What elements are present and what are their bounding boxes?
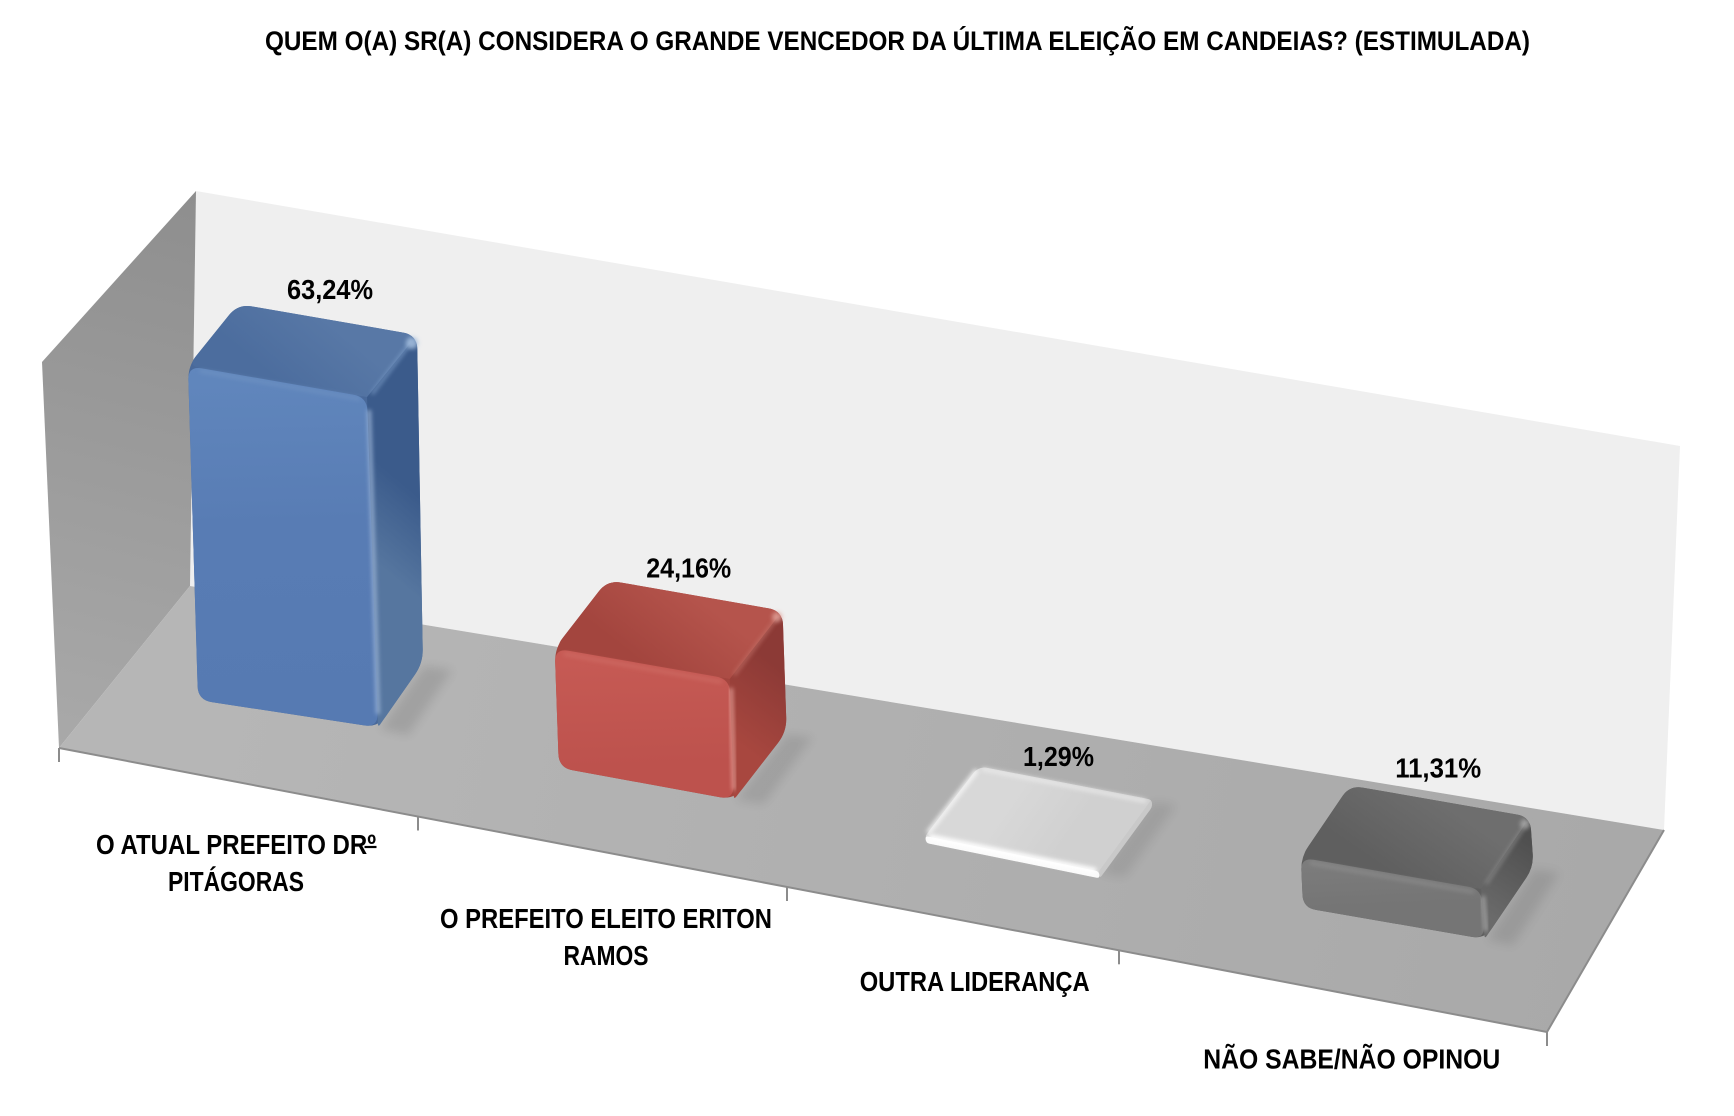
svg-text:O PREFEITO ELEITO ERITON: O PREFEITO ELEITO ERITON xyxy=(440,903,772,934)
svg-text:11,31%: 11,31% xyxy=(1395,752,1481,783)
svg-text:NÃO SABE/NÃO OPINOU: NÃO SABE/NÃO OPINOU xyxy=(1203,1043,1500,1074)
svg-text:RAMOS: RAMOS xyxy=(564,940,649,971)
svg-text:PITÁGORAS: PITÁGORAS xyxy=(168,866,304,897)
svg-text:24,16%: 24,16% xyxy=(646,553,731,584)
svg-text:OUTRA LIDERANÇA: OUTRA LIDERANÇA xyxy=(860,966,1090,997)
svg-text:1,29%: 1,29% xyxy=(1023,741,1094,772)
svg-text:63,24%: 63,24% xyxy=(287,274,373,305)
svg-text:O ATUAL PREFEITO DRº: O ATUAL PREFEITO DRº xyxy=(96,829,376,860)
svg-text:QUEM O(A) SR(A) CONSIDERA O GR: QUEM O(A) SR(A) CONSIDERA O GRANDE VENCE… xyxy=(265,25,1530,56)
